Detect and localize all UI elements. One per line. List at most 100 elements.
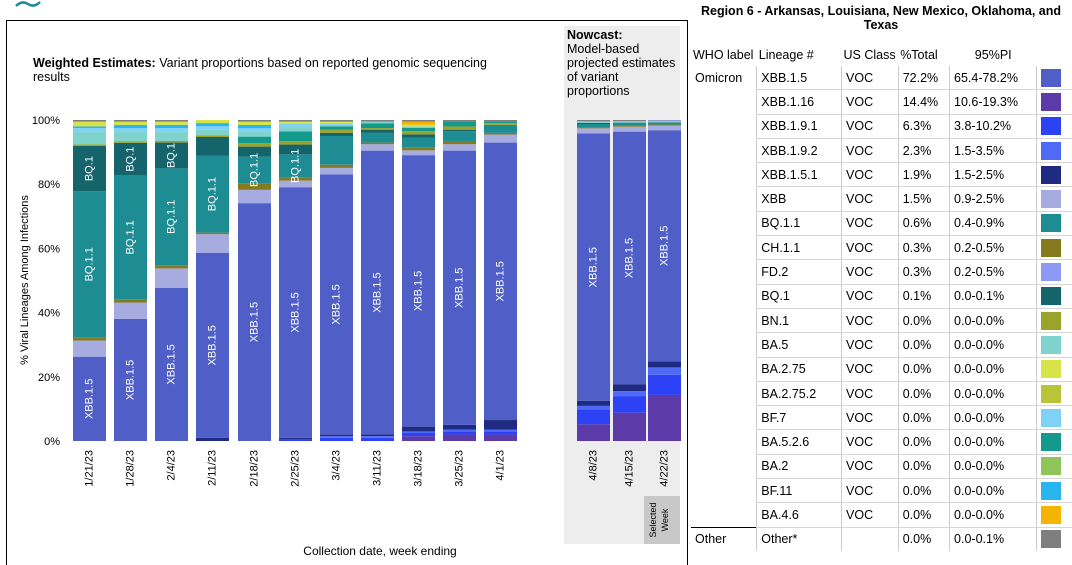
color-swatch xyxy=(1041,505,1062,524)
x-tick-label: 4/1/23 xyxy=(495,450,507,481)
table-row: FD.2 VOC 0.3% 0.2-0.5% xyxy=(691,259,1072,285)
weighted-estimates-title-rest: Variant proportions based on reported ge… xyxy=(33,56,487,84)
bar-segment xyxy=(238,128,271,132)
bar-segment xyxy=(577,121,610,124)
bar-segment xyxy=(361,132,394,143)
bar-segment xyxy=(613,126,646,132)
color-swatch xyxy=(1041,530,1062,549)
bar-segment xyxy=(443,150,476,425)
bar-segment xyxy=(361,121,394,124)
table-row: Omicron XBB.1.5 VOC 72.2% 65.4-78.2% xyxy=(691,66,1072,91)
cell-total: 0.0% xyxy=(897,381,950,407)
bar-segment xyxy=(648,120,681,122)
cell-total: 0.0% xyxy=(897,429,950,455)
bar-segment xyxy=(114,302,147,319)
table-row: BA.5.2.6 VOC 0.0% 0.0-0.0% xyxy=(691,429,1072,455)
bar-segment xyxy=(73,126,106,129)
bar-segment xyxy=(279,439,312,441)
bar-segment xyxy=(196,232,229,235)
bar-segment xyxy=(114,318,147,441)
cell-swatch xyxy=(1036,114,1072,139)
cell-total: 1.5% xyxy=(897,186,950,212)
table-row: BQ.1 VOC 0.1% 0.0-0.1% xyxy=(691,284,1072,309)
cell-total: 0.0% xyxy=(897,502,950,528)
color-swatch xyxy=(1041,141,1062,160)
bar-segment xyxy=(361,120,394,122)
bar-segment xyxy=(320,120,353,122)
color-swatch xyxy=(1041,214,1062,233)
y-axis-label: % Viral Lineages Among Infections xyxy=(19,195,31,365)
bar-segment xyxy=(361,129,394,133)
cell-swatch xyxy=(1036,259,1072,285)
bar-segment xyxy=(320,132,353,136)
cell-total: 0.0% xyxy=(897,405,950,431)
bar-segment xyxy=(320,126,353,130)
bar-segment xyxy=(443,120,476,122)
cell-swatch xyxy=(1036,332,1072,358)
cell-who xyxy=(691,163,757,187)
cell-total: 0.0% xyxy=(897,332,950,358)
cell-swatch xyxy=(1036,502,1072,528)
cell-who xyxy=(691,138,757,162)
color-swatch xyxy=(1041,360,1062,379)
cell-who xyxy=(691,333,757,357)
bar-segment xyxy=(320,434,353,437)
cell-pi: 1.5-2.5% xyxy=(949,162,1037,188)
bar-segment xyxy=(361,434,394,437)
col-pi: 95%PI xyxy=(974,48,1012,62)
cell-cls: VOC xyxy=(841,66,899,91)
bar-label: XBB.1.5 xyxy=(289,292,301,332)
bar-segment xyxy=(613,120,646,123)
bar-segment xyxy=(279,131,312,142)
cell-who xyxy=(691,114,757,138)
cell-swatch xyxy=(1036,162,1072,188)
bar-label: XBB.1.5 xyxy=(206,325,218,365)
bar-segment xyxy=(196,155,229,233)
bar-segment xyxy=(361,437,394,441)
x-tick-label: 2/4/23 xyxy=(166,450,178,481)
cell-who: Omicron xyxy=(695,70,743,85)
bar-segment xyxy=(279,187,312,438)
color-swatch xyxy=(1041,165,1062,184)
bar-segment xyxy=(279,123,312,127)
bar-segment xyxy=(238,189,271,204)
bar-segment xyxy=(402,147,435,151)
cell-lineage: BF.11 xyxy=(756,478,842,504)
color-swatch xyxy=(1041,481,1062,500)
bar-label: BQ.1 xyxy=(83,156,95,181)
selected-week-highlight[interactable] xyxy=(644,496,680,544)
bar-label: XBB.1.5 xyxy=(623,238,635,278)
bar-segment xyxy=(155,168,188,266)
bar-segment xyxy=(114,142,147,176)
bar-label: XBB.1.5 xyxy=(124,360,136,400)
bar-segment xyxy=(613,131,646,385)
bar-label: BQ.1 xyxy=(124,147,136,172)
bar-segment xyxy=(402,426,435,432)
x-tick-label: 4/8/23 xyxy=(588,450,600,481)
bar-segment xyxy=(443,131,476,141)
cell-lineage: Other* xyxy=(756,526,842,551)
bar-segment xyxy=(320,437,353,441)
nowcast-title-rest: Model-based projected estimates of varia… xyxy=(567,42,676,98)
bar-label: BQ.1.1 xyxy=(124,220,136,254)
bar-segment xyxy=(196,129,229,136)
table-row: BQ.1.1 VOC 0.6% 0.4-0.9% xyxy=(691,211,1072,237)
cell-who xyxy=(691,90,757,114)
cell-who xyxy=(691,308,757,332)
cell-pi: 0.0-0.0% xyxy=(949,357,1037,382)
bar-segment xyxy=(155,121,188,125)
y-tick-label: 60% xyxy=(38,243,60,255)
color-swatch xyxy=(1041,92,1062,111)
bar-segment xyxy=(484,134,517,143)
x-tick-label: 4/22/23 xyxy=(659,450,671,487)
bar-segment xyxy=(279,154,312,178)
cell-pi: 1.5-3.5% xyxy=(949,138,1037,164)
cell-total: 0.0% xyxy=(897,308,950,334)
bar-label: BQ.1.1 xyxy=(206,177,218,211)
bar-segment xyxy=(577,409,610,425)
table-row: CH.1.1 VOC 0.3% 0.2-0.5% xyxy=(691,235,1072,261)
bar-segment xyxy=(402,436,435,441)
bar-label: BQ.1.1 xyxy=(165,200,177,234)
bar-segment xyxy=(402,121,435,125)
cell-swatch xyxy=(1036,308,1072,334)
